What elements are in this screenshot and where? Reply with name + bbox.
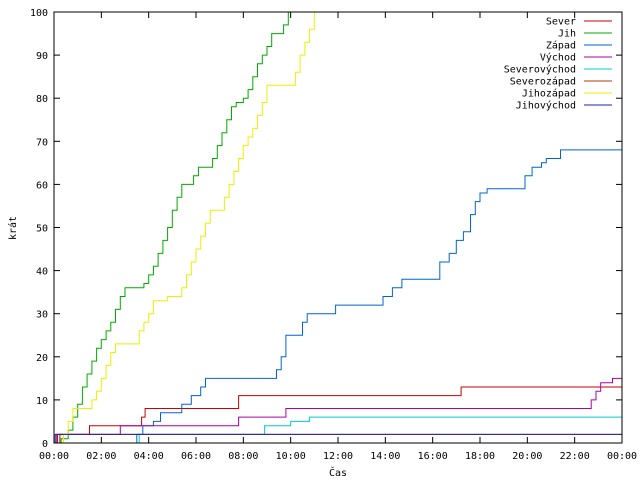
y-tick-label: 50 — [36, 224, 48, 235]
x-tick-label: 00:00 — [39, 451, 69, 462]
series-layer — [54, 12, 622, 443]
legend-label: Sever — [546, 17, 576, 28]
legend: SeverJihZápadVýchodSeverovýchodSeverozáp… — [504, 17, 612, 112]
legend-label: Západ — [546, 40, 576, 52]
legend-label: Jihovýchod — [516, 100, 576, 112]
x-axis-title: Čas — [329, 466, 347, 479]
x-tick-label: 10:00 — [276, 451, 306, 462]
y-tick-label: 20 — [36, 353, 48, 364]
series-line-7 — [54, 433, 622, 443]
legend-label: Východ — [540, 52, 576, 64]
legend-label: Jihozápad — [522, 88, 576, 100]
y-tick-label: 100 — [30, 8, 48, 19]
y-axis-title: krát — [7, 216, 19, 240]
series-line-2 — [54, 149, 622, 443]
x-tick-label: 12:00 — [323, 451, 353, 462]
x-tick-label: 14:00 — [370, 451, 400, 462]
y-tick-label: 10 — [36, 396, 48, 407]
x-tick-label: 20:00 — [512, 451, 542, 462]
x-tick-label: 22:00 — [560, 451, 590, 462]
x-tick-label: 02:00 — [86, 451, 116, 462]
y-tick-label: 90 — [36, 51, 48, 62]
y-tick-label: 80 — [36, 94, 48, 105]
x-tick-label: 16:00 — [418, 451, 448, 462]
legend-label: Severozápad — [510, 76, 576, 88]
y-tick-label: 30 — [36, 310, 48, 321]
ticks-layer: 0 10 20 30 40 50 60 70 80 90 100 00:00 02:00 04:00 06:… — [30, 8, 637, 462]
legend-label: Severovýchod — [504, 64, 576, 76]
x-tick-label: 00:00 — [607, 451, 637, 462]
series-line-6 — [54, 12, 317, 443]
series-line-4 — [54, 416, 622, 443]
y-tick-label: 40 — [36, 267, 48, 278]
series-line-1 — [54, 12, 291, 443]
legend-label: Jih — [558, 29, 576, 40]
x-tick-label: 18:00 — [465, 451, 495, 462]
y-tick-label: 70 — [36, 137, 48, 148]
x-tick-label: 06:00 — [181, 451, 211, 462]
x-tick-label: 08:00 — [228, 451, 258, 462]
y-tick-label: 60 — [36, 180, 48, 191]
x-tick-label: 04:00 — [134, 451, 164, 462]
y-tick-label: 0 — [42, 439, 48, 450]
